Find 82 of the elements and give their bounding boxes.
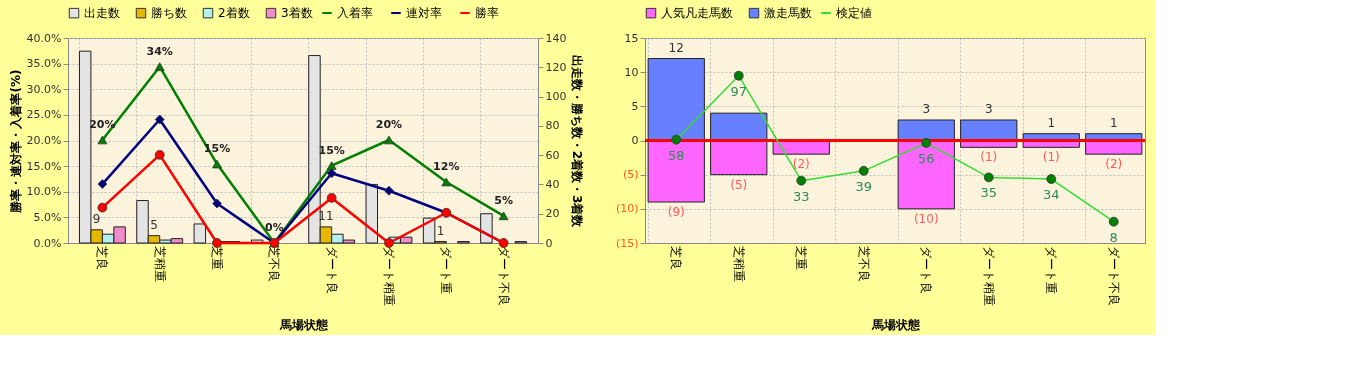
y2-tick-label: 60	[545, 148, 560, 162]
data-label: 3	[984, 102, 993, 116]
data-label: 33	[792, 188, 810, 204]
x-tick-label: ダート不良	[496, 245, 511, 306]
y2-tick-label: 80	[545, 119, 560, 133]
x-axis-title: 馬場状態	[278, 317, 329, 332]
data-label: (10)	[913, 211, 939, 226]
data-label: 9	[92, 211, 101, 226]
x-tick-label: 芝重	[210, 245, 225, 270]
y-tick-label: 15	[624, 31, 639, 45]
data-label: 3	[922, 102, 931, 116]
y-tick-label: (10)	[615, 202, 639, 216]
x-tick-label: 芝重	[794, 245, 809, 270]
data-label: (2)	[792, 157, 810, 172]
x-tick-label: 芝良	[95, 245, 110, 270]
data-label: 56	[917, 150, 935, 166]
y-tick-label: (5)	[622, 168, 639, 182]
data-label: (1)	[980, 150, 998, 165]
legend-label: 人気凡走馬数	[661, 6, 733, 21]
y2-tick-label: 40	[545, 177, 560, 191]
data-label: 39	[855, 178, 873, 194]
data-label: 35	[980, 185, 998, 201]
y-tick-label: 20.0%	[26, 134, 62, 147]
x-tick-label: ダート不良	[1106, 245, 1121, 306]
data-label: 5	[150, 217, 158, 232]
data-label: 20%	[375, 117, 403, 131]
y2-tick-label: 20	[545, 207, 560, 221]
data-label: 5%	[494, 193, 513, 207]
x-tick-label: ダート稍重	[381, 245, 396, 306]
y-tick-label: 40.0%	[26, 31, 62, 45]
data-label: 58	[667, 147, 685, 163]
data-label: 97	[730, 83, 748, 99]
y-tick-label: 10.0%	[26, 185, 62, 199]
data-label: 12	[668, 40, 684, 55]
y-axis-title: 勝率・連対率・入着率(%)	[8, 69, 23, 214]
data-label: 0%	[265, 221, 284, 234]
x-tick-label: 芝不良	[856, 245, 871, 282]
legend-label: 勝ち数	[151, 6, 187, 21]
x-tick-label: ダート良	[919, 245, 934, 294]
data-label: (9)	[667, 205, 685, 219]
legend-label: 3着数	[281, 6, 313, 21]
legend-label: 検定値	[836, 6, 872, 20]
legend-label: 勝率	[475, 6, 499, 20]
x-tick-label: 芝稍重	[152, 245, 167, 282]
data-label: 1	[1109, 115, 1118, 130]
y2-tick-label: 100	[545, 90, 567, 104]
legend-label: 激走馬数	[764, 6, 812, 21]
x-tick-label: ダート重	[1044, 245, 1059, 294]
data-label: 1	[1047, 115, 1056, 130]
data-label: 34%	[146, 44, 173, 58]
data-label: 8	[1109, 229, 1118, 245]
x-tick-label: 芝良	[669, 245, 684, 270]
y-tick-label: 25.0%	[26, 108, 62, 122]
y-tick-label: 15.0%	[26, 159, 62, 173]
legend-label: 2着数	[218, 6, 250, 21]
y-tick-label: (15)	[615, 236, 639, 250]
y2-axis-title: 出走数・勝ち数・2着数・3着数	[570, 54, 585, 229]
legend-label: 連対率	[406, 6, 442, 20]
legend-label: 入着率	[337, 6, 373, 20]
y-tick-label: 35.0%	[26, 57, 62, 71]
y-tick-label: 10	[624, 65, 639, 79]
x-tick-label: ダート重	[439, 245, 454, 294]
y-tick-label: 0.0%	[33, 236, 62, 250]
x-axis-title: 馬場状態	[870, 317, 921, 332]
y-tick-label: 0	[631, 134, 639, 147]
data-label: 1	[436, 223, 445, 238]
data-label: (2)	[1105, 157, 1123, 172]
x-tick-label: 芝不良	[267, 245, 282, 282]
data-label: (1)	[1042, 150, 1060, 165]
data-label: 34	[1042, 187, 1060, 203]
y2-tick-label: 140	[545, 31, 567, 45]
y2-tick-label: 120	[545, 60, 567, 74]
y-tick-label: 5	[631, 99, 639, 113]
y-tick-label: 5.0%	[33, 210, 62, 224]
x-tick-label: ダート良	[324, 245, 339, 294]
x-tick-label: ダート稍重	[981, 245, 996, 306]
legend-label: 出走数	[84, 6, 120, 21]
x-tick-label: 芝稍重	[731, 245, 746, 282]
y2-tick-label: 0	[545, 236, 553, 250]
data-label: 12%	[433, 160, 460, 174]
y-tick-label: 30.0%	[26, 82, 62, 96]
data-label: (5)	[730, 177, 748, 192]
